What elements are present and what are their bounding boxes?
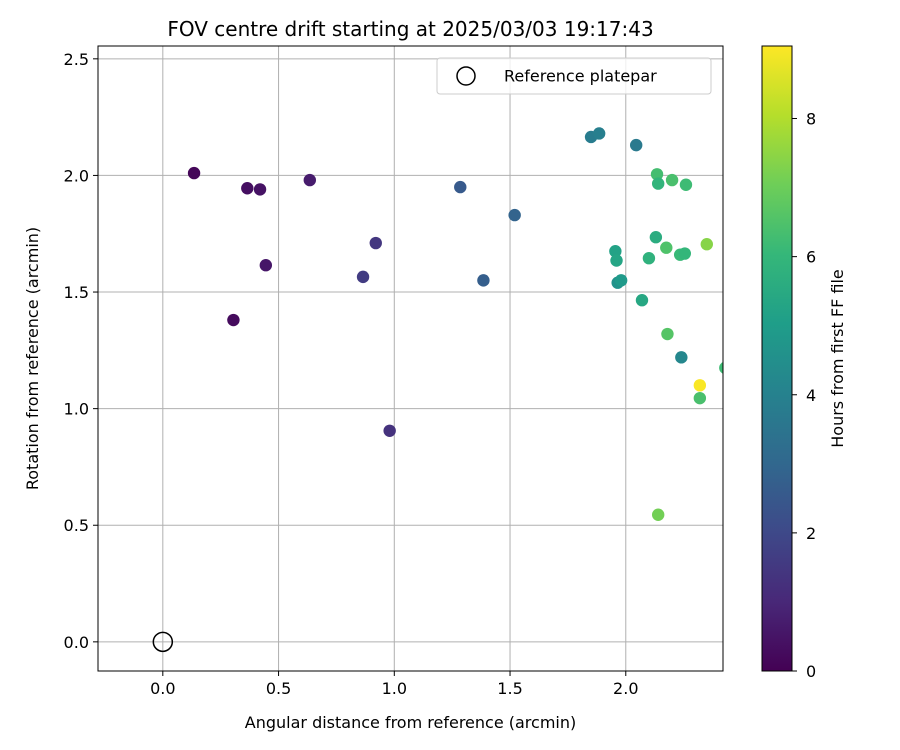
data-point [693,391,707,405]
data-point [241,182,254,195]
y-tick-label: 2.0 [64,166,89,185]
x-tick-label: 0.0 [150,679,175,698]
data-point [187,166,201,180]
data-point [651,508,665,521]
colorbar-tick-label: 6 [806,248,816,267]
data-point [719,362,723,374]
data-point [369,236,382,250]
data-point [356,270,370,284]
data-point [665,173,679,187]
data-point [700,238,713,251]
chart-title: FOV centre drift starting at 2025/03/03 … [167,17,653,41]
colorbar-tick-label: 0 [806,662,816,681]
x-tick-label: 2.0 [613,679,638,698]
colorbar-tick-label: 2 [806,524,816,543]
data-point [610,254,623,267]
data-point [650,168,664,181]
reference-marker-group [152,631,174,653]
y-axis-label: Rotation from reference (arcmin) [23,227,42,490]
data-point [629,138,643,152]
data-point [609,245,622,258]
colorbar-label: Hours from first FF file [828,269,847,448]
data-point [253,183,267,196]
data-point [259,259,273,272]
colorbar-gradient [761,45,793,672]
data-point [635,293,649,307]
data-point [675,351,688,364]
x-tick-label: 1.5 [497,679,522,698]
y-tick-label: 1.5 [64,283,89,302]
grid [98,46,723,671]
data-point [303,173,317,187]
data-point [614,274,628,287]
colorbar: 0 2 4 6 8 Hours from first FF file [761,45,847,681]
y-tick-label: 1.0 [64,400,89,419]
data-points [187,127,723,521]
y-axis: 0.0 0.5 1.0 1.5 2.0 2.5 [64,50,98,652]
legend: Reference platepar [436,57,712,95]
x-axis-label: Angular distance from reference (arcmin) [245,713,576,732]
data-point [642,252,656,265]
data-point [693,379,707,392]
legend-marker-reference [456,66,476,86]
data-point [592,127,606,140]
y-tick-label: 0.0 [64,633,89,652]
data-point [661,327,674,341]
data-point [227,313,240,327]
legend-label-reference: Reference platepar [504,67,657,86]
data-point [383,424,396,437]
data-point [660,241,673,254]
x-axis: 0.0 0.5 1.0 1.5 2.0 [150,671,639,698]
y-tick-label: 2.5 [64,50,89,69]
plot-area [98,46,723,671]
x-tick-label: 1.0 [382,679,407,698]
data-point [454,180,467,194]
data-point [678,247,692,260]
reference-marker [152,631,174,653]
data-point [649,231,663,244]
plot-frame [97,45,724,672]
colorbar-tick-label: 8 [806,110,816,129]
legend-box [436,57,712,95]
colorbar-tick-label: 4 [806,386,816,405]
data-point [477,274,490,287]
colorbar-ticks: 0 2 4 6 8 [792,110,816,681]
data-point [508,208,521,222]
x-tick-label: 0.5 [266,679,291,698]
y-tick-label: 0.5 [64,516,89,535]
data-point [679,178,693,191]
data-point [651,177,665,190]
